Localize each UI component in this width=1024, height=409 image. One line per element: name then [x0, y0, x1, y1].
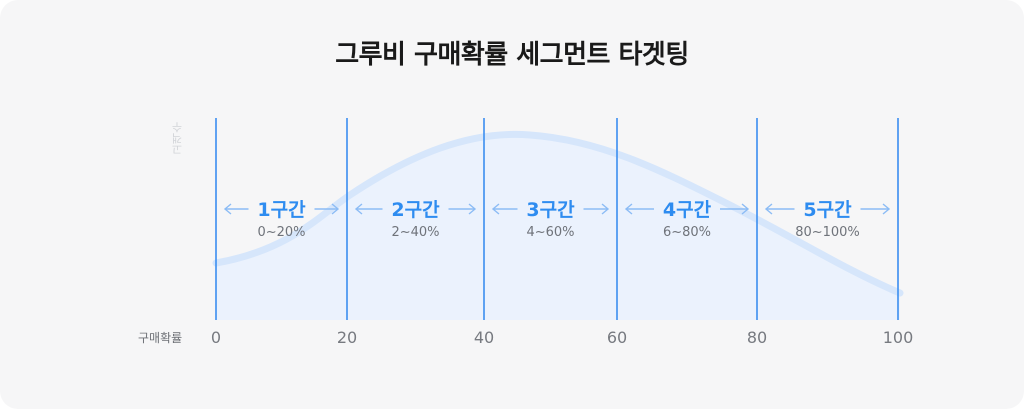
distribution-area: [216, 134, 900, 320]
segment-range: 80~100%: [795, 225, 860, 240]
segment-range: 0~20%: [257, 225, 305, 240]
arrow-right-icon: [601, 203, 610, 215]
arrow-left-icon: [223, 203, 232, 215]
x-tick-label: 20: [337, 328, 357, 347]
arrow-right-icon: [468, 203, 477, 215]
segment-label: 3구간: [526, 199, 575, 221]
arrow-left-icon: [764, 203, 773, 215]
segment-range: 2~40%: [391, 225, 439, 240]
x-axis-label: 구매확률: [138, 331, 183, 345]
segment-range: 6~80%: [663, 225, 711, 240]
distribution-curve: [212, 130, 904, 297]
segment-label: 4구간: [663, 199, 712, 221]
segment-label: 5구간: [803, 199, 852, 221]
arrow-right-icon: [882, 203, 891, 215]
page-title: 그루비 구매확률 세그먼트 타겟팅: [335, 40, 689, 70]
arrow-right-icon: [741, 203, 750, 215]
x-tick-label: 100: [883, 328, 914, 347]
arrow-left-icon: [624, 203, 633, 215]
segment-range: 4~60%: [526, 225, 574, 240]
x-tick-label: 80: [747, 328, 767, 347]
x-tick-label: 40: [474, 328, 494, 347]
x-tick-label: 60: [607, 328, 627, 347]
arrow-left-icon: [354, 203, 363, 215]
arrow-left-icon: [491, 203, 500, 215]
segment-label: 1구간: [257, 199, 306, 221]
segment-label: 2구간: [391, 199, 440, 221]
x-tick-label: 0: [211, 328, 221, 347]
arrow-right-icon: [331, 203, 340, 215]
